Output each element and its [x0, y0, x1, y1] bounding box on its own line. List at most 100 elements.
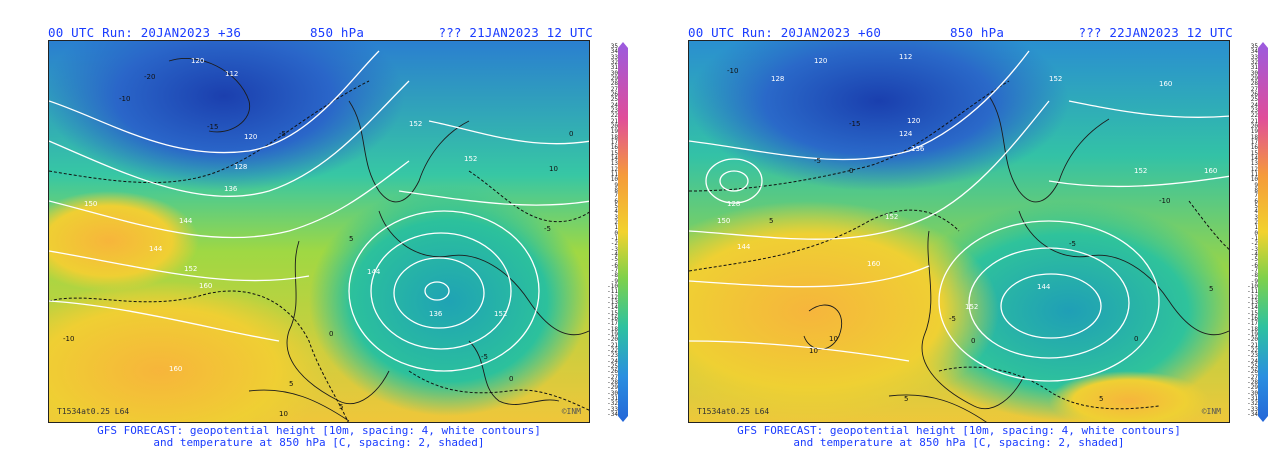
colorbar-tick-label: 4 [1254, 208, 1258, 216]
colorbar-tick-label: -26 [1247, 368, 1258, 376]
colorbar-tick-label: 5 [614, 203, 618, 210]
geopotential-label: 120 [191, 57, 204, 65]
colorbar-tick-label: 17 [610, 139, 618, 146]
geopotential-label: 120 [907, 117, 920, 125]
colorbar-tick-label: -17 [1247, 320, 1258, 328]
colorbar-ticks: 35 34 33 32 31 30 29 28 27 26 25 24 23 22 21 20 19 18 17 16… [604, 44, 618, 418]
geopotential-label: 160 [169, 365, 182, 373]
colorbar-tick-label: 15 [1250, 149, 1258, 157]
caption-line-1: GFS FORECAST: geopotential height [10m, … [737, 424, 1181, 437]
colorbar-tick-label: -10 [1247, 283, 1258, 290]
colorbar-tick-label: -14 [607, 304, 618, 312]
run-label: 00 UTC Run: 20JAN2023 +60 [688, 25, 882, 40]
temperature-label: -10 [1159, 197, 1170, 205]
colorbar-tick-label: -18 [1247, 325, 1258, 333]
colorbar-tick-label: 2 [614, 219, 618, 226]
colorbar-tick-label: 8 [1254, 187, 1258, 194]
colorbar-tick-label: 4 [614, 208, 618, 216]
temperature-label: -20 [144, 73, 155, 81]
colorbar-tick-label: -20 [607, 336, 618, 344]
temperature-label: 0 [1134, 335, 1138, 343]
colorbar-tick-label: -11 [607, 288, 618, 296]
geopotential-label: 150 [84, 200, 97, 208]
caption-line-2: and temperature at 850 hPa [C, spacing: … [793, 435, 1125, 449]
colorbar-tick-label: -30 [1247, 389, 1258, 397]
colorbar-tick-label: -33 [1247, 405, 1258, 413]
colorbar-tick-label: 23 [610, 107, 618, 114]
colorbar-tick-label: -28 [607, 379, 618, 386]
temperature-colorbar [1258, 42, 1268, 422]
colorbar-tick-label: -1 [610, 235, 618, 242]
geopotential-label: 120 [244, 133, 257, 141]
colorbar-tick-label: -9 [1250, 277, 1258, 285]
colorbar-tick-label: -23 [607, 352, 618, 360]
temperature-label: 5 [1099, 395, 1103, 403]
colorbar-tick-label: 9 [614, 181, 618, 189]
colorbar-tick-label: 30 [1250, 69, 1258, 77]
colorbar-tick-label: -33 [607, 405, 618, 413]
colorbar-tick-label: 33 [1250, 53, 1258, 61]
forecast-map: 120 112 128 120 124 136 128 144 152 160 … [688, 40, 1230, 423]
colorbar-tick-label: 5 [1254, 203, 1258, 210]
colorbar-tick-label: -9 [610, 277, 618, 285]
colorbar-tick-label: 29 [610, 75, 618, 82]
colorbar-tick-label: -29 [1247, 384, 1258, 392]
colorbar-tick-label: -1 [1250, 235, 1258, 242]
geopotential-label: 160 [867, 260, 880, 268]
temperature-label: -5 [1069, 240, 1076, 248]
colorbar-tick-label: 34 [610, 48, 618, 56]
level-label: 850 hPa [310, 25, 365, 40]
source-label: ©INM [1201, 407, 1221, 416]
colorbar-tick-label: 31 [1250, 64, 1258, 72]
colorbar-tick-label: -13 [1247, 299, 1258, 306]
temperature-label: -5 [544, 225, 551, 233]
colorbar-tick-label: -18 [607, 325, 618, 333]
geopotential-label: 152 [1049, 75, 1062, 83]
colorbar-tick-label: -10 [607, 283, 618, 290]
temperature-label: -10 [119, 95, 130, 103]
geopotential-label: 136 [224, 185, 238, 193]
colorbar-tick-label: -12 [607, 293, 618, 301]
colorbar-tick-label: -6 [1250, 261, 1258, 269]
colorbar-tick-label: 3 [614, 213, 618, 221]
colorbar-tick-label: 18 [610, 133, 618, 141]
model-id-label: T1534at0.25 L64 [697, 407, 770, 416]
caption: GFS FORECAST: geopotential height [10m, … [688, 425, 1230, 448]
colorbar-tick-label: 22 [1250, 112, 1258, 120]
geopotential-label: 120 [814, 57, 827, 65]
colorbar-tick-label: 34 [1250, 48, 1258, 56]
geopotential-contours [49, 50, 589, 372]
geopotential-label: 152 [184, 265, 197, 273]
geopotential-label: 112 [899, 53, 912, 61]
geopotential-label: 112 [225, 70, 238, 78]
contour-labels: 120 112 120 128 136 144 152 160 152 144 … [84, 57, 507, 373]
temperature-label: -5 [949, 315, 956, 323]
valid-time-label: ??? 22JAN2023 12 UTC [1078, 25, 1233, 40]
colorbar-tick-label: -4 [610, 251, 618, 258]
colorbar-tick-label: 28 [610, 80, 618, 88]
colorbar-tick-label: 14 [610, 155, 618, 162]
temperature-label: 5 [1209, 285, 1213, 293]
colorbar-tick-label: 16 [1250, 144, 1258, 152]
colorbar-tick-label: 6 [1254, 197, 1258, 205]
colorbar-tick-label: 22 [610, 112, 618, 120]
colorbar-tick-label: -13 [607, 299, 618, 306]
colorbar-tick-label: -20 [1247, 336, 1258, 344]
temperature-label: 0 [329, 330, 333, 338]
colorbar-tick-label: -28 [1247, 379, 1258, 386]
colorbar-tick-label: 25 [1250, 96, 1258, 104]
colorbar-tick-label: 14 [1250, 155, 1258, 162]
colorbar-tick-label: 27 [1250, 85, 1258, 93]
colorbar-tick-label: 26 [610, 91, 618, 98]
colorbar-tick-label: -25 [607, 363, 618, 370]
geopotential-label: 136 [911, 145, 925, 153]
colorbar-tick-label: -21 [1247, 341, 1258, 349]
colorbar-tick-label: 0 [1254, 229, 1258, 237]
colorbar-tick-label: -15 [1247, 309, 1258, 317]
colorbar-tick-label: 2 [1254, 219, 1258, 226]
colorbar-tick-label: -6 [610, 261, 618, 269]
colorbar-tick-label: -26 [607, 368, 618, 376]
colorbar-tick-label: 7 [1254, 192, 1258, 200]
geopotential-label: 152 [885, 213, 898, 221]
temperature-label: 0 [849, 167, 853, 175]
